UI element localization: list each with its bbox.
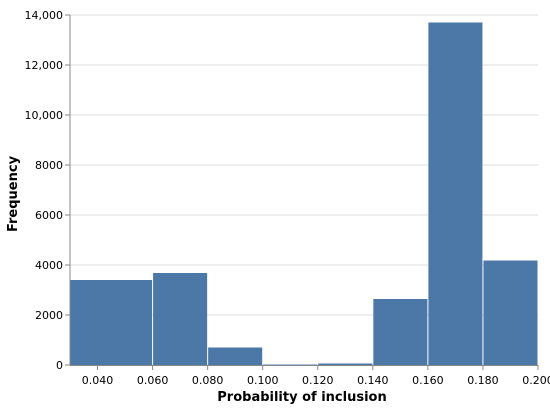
histogram-bars (70, 22, 538, 365)
histogram-bar-5 (318, 363, 373, 365)
y-tick-label: 10,000 (25, 109, 64, 122)
histogram-bar-4 (263, 364, 318, 365)
y-tick-label: 2000 (35, 309, 63, 322)
x-tick-label: 0.100 (247, 374, 279, 387)
y-tick-label: 6000 (35, 209, 63, 222)
x-tick-label: 0.060 (137, 374, 169, 387)
x-tick-label: 0.140 (357, 374, 389, 387)
histogram-bar-2 (153, 273, 208, 365)
x-tick-label: 0.040 (82, 374, 114, 387)
histogram-bar-3 (208, 347, 263, 365)
histogram-bar-1 (70, 280, 153, 365)
y-tick-label: 8000 (35, 159, 63, 172)
x-tick-label: 0.080 (192, 374, 224, 387)
x-tick-label: 0.160 (412, 374, 444, 387)
x-tick-label: 0.200 (522, 374, 550, 387)
y-tick-label: 4000 (35, 259, 63, 272)
x-axis-title: Probability of inclusion (217, 390, 386, 405)
y-tick-label: 12,000 (25, 59, 64, 72)
y-tick-label: 0 (56, 359, 63, 372)
x-tick-label: 0.180 (467, 374, 499, 387)
y-tick-label: 14,000 (25, 9, 64, 22)
histogram-bar-6 (373, 299, 428, 365)
y-axis-title: Frequency (6, 155, 21, 232)
histogram-bar-8 (483, 260, 538, 365)
x-tick-label: 0.120 (302, 374, 334, 387)
histogram-bar-7 (428, 22, 483, 365)
axes: 0 2000 4000 6000 8000 10,000 12,000 14,000 0.040… (25, 9, 550, 387)
